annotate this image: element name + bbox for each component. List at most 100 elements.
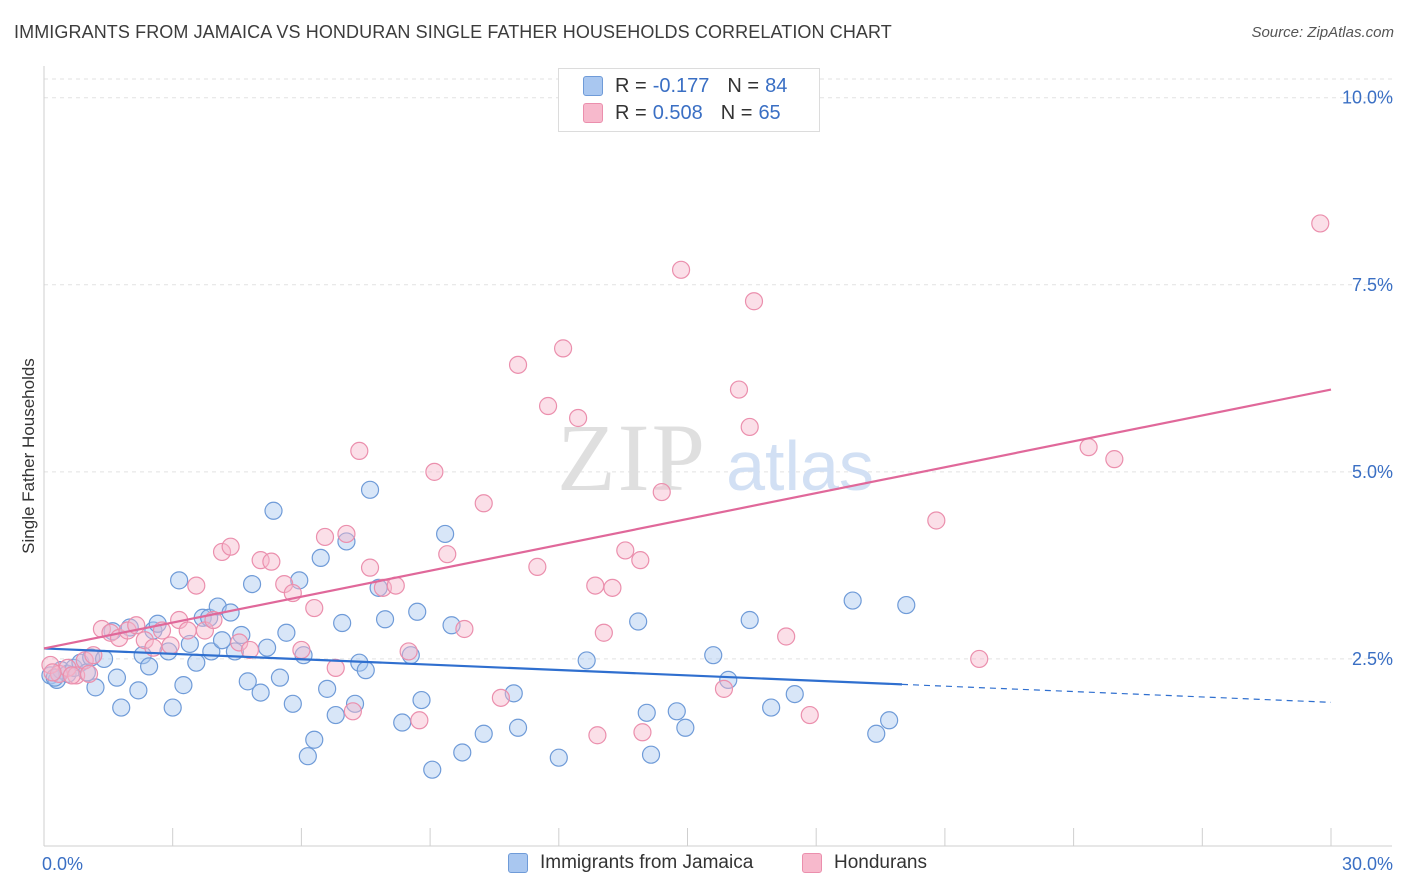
data-point-hondurans (360, 558, 380, 577)
trend-line-jamaica (43, 647, 903, 686)
data-point-jamaica (436, 524, 455, 544)
data-point-jamaica (311, 548, 330, 568)
data-point-jamaica (232, 625, 251, 645)
data-point-hondurans (326, 658, 345, 678)
data-point-jamaica (356, 661, 375, 680)
legend-n-label: N = (720, 101, 753, 124)
data-point-hondurans (79, 664, 99, 683)
data-point-hondurans (474, 494, 493, 513)
data-point-jamaica (676, 718, 695, 737)
x-tick-label: 0.0% (42, 854, 83, 874)
data-point-hondurans (221, 537, 240, 556)
data-point-jamaica (242, 574, 262, 594)
data-point-jamaica (880, 711, 899, 730)
data-point-hondurans (553, 339, 573, 358)
trend-lines (43, 388, 1332, 703)
data-point-hondurans (262, 552, 281, 571)
chart-title: IMMIGRANTS FROM JAMAICA VS HONDURAN SING… (14, 22, 892, 42)
data-point-jamaica (112, 698, 131, 717)
data-point-jamaica (187, 653, 206, 672)
data-point-jamaica (133, 646, 152, 665)
data-point-jamaica (408, 602, 427, 621)
data-point-jamaica (140, 657, 159, 676)
data-point-hondurans (1311, 214, 1330, 233)
data-point-jamaica (704, 646, 723, 665)
data-point-hondurans (603, 578, 622, 597)
legend-n-label: N = (727, 74, 760, 97)
data-point-jamaica (867, 724, 886, 743)
data-point-jamaica (785, 684, 804, 704)
data-point-jamaica (719, 670, 738, 689)
axes (43, 66, 1392, 847)
data-point-hondurans (1079, 438, 1098, 457)
data-point-hondurans (337, 524, 356, 544)
data-point-hondurans (800, 705, 819, 725)
data-point-hondurans (240, 640, 260, 660)
data-point-hondurans (455, 619, 474, 639)
data-point-jamaica (238, 672, 257, 691)
data-point-hondurans (161, 636, 180, 655)
legend-n-value: 65 (758, 101, 781, 124)
data-point-hondurans (399, 642, 418, 661)
data-point-jamaica (107, 668, 127, 687)
data-point-jamaica (577, 651, 596, 670)
data-point-hondurans (652, 482, 671, 502)
data-point-hondurans (586, 576, 605, 595)
data-point-hondurans (528, 557, 547, 576)
legend-label-jamaica: Immigrants from Jamaica (540, 852, 754, 873)
data-point-jamaica (897, 595, 916, 615)
data-point-jamaica (843, 591, 862, 610)
data-point-jamaica (474, 724, 493, 743)
data-point-hondurans (178, 621, 197, 640)
trend-line-hondurans (43, 388, 1332, 650)
series-legend: Immigrants from Jamaica Hondurans (0, 852, 1406, 878)
data-point-hondurans (43, 663, 62, 682)
y-tick-label: 7.5% (1352, 275, 1393, 295)
data-point-hondurans (616, 541, 635, 560)
data-point-jamaica (629, 612, 648, 631)
series-hondurans-points (41, 214, 1330, 745)
data-point-hondurans (744, 292, 764, 311)
legend-item-jamaica[interactable]: Immigrants from Jamaica (508, 852, 753, 874)
data-point-jamaica (251, 683, 270, 702)
data-point-jamaica (298, 747, 317, 766)
data-point-hondurans (292, 640, 311, 660)
data-point-jamaica (337, 532, 356, 551)
data-point-jamaica (333, 613, 352, 633)
data-point-hondurans (729, 380, 749, 399)
data-point-hondurans (538, 396, 558, 416)
data-point-jamaica (360, 480, 380, 499)
data-point-hondurans (569, 408, 588, 428)
y-tick-label: 2.5% (1352, 649, 1393, 669)
legend-swatch-jamaica (583, 76, 603, 96)
x-tick-label: 30.0% (1342, 854, 1393, 874)
data-point-jamaica (257, 638, 277, 657)
legend-swatch-jamaica (508, 853, 528, 873)
data-point-jamaica (393, 713, 412, 732)
data-point-hondurans (740, 417, 759, 437)
data-point-hondurans (62, 666, 81, 685)
legend-swatch-hondurans (802, 853, 822, 873)
watermark-zip: ZIP (557, 404, 707, 511)
legend-row-jamaica: R = -0.177 N = 84 (583, 74, 787, 98)
data-point-jamaica (762, 698, 781, 717)
data-point-hondurans (305, 598, 324, 618)
legend-item-hondurans[interactable]: Hondurans (802, 852, 927, 874)
data-point-hondurans (230, 633, 249, 652)
data-point-jamaica (283, 694, 302, 713)
trend-line-jamaica-extension (901, 683, 1332, 703)
data-point-jamaica (345, 694, 365, 713)
data-point-hondurans (343, 702, 362, 721)
data-point-jamaica (375, 610, 395, 629)
legend-r-value: 0.508 (652, 101, 703, 124)
legend-r-label: R = (615, 74, 647, 97)
data-point-hondurans (187, 576, 206, 595)
data-point-hondurans (714, 679, 734, 698)
data-point-hondurans (508, 355, 528, 374)
data-point-jamaica (549, 748, 568, 767)
legend-label-hondurans: Hondurans (834, 852, 927, 873)
data-point-jamaica (637, 703, 656, 722)
data-point-hondurans (438, 545, 457, 564)
legend-r-label: R = (615, 101, 647, 124)
data-point-jamaica (305, 730, 324, 749)
